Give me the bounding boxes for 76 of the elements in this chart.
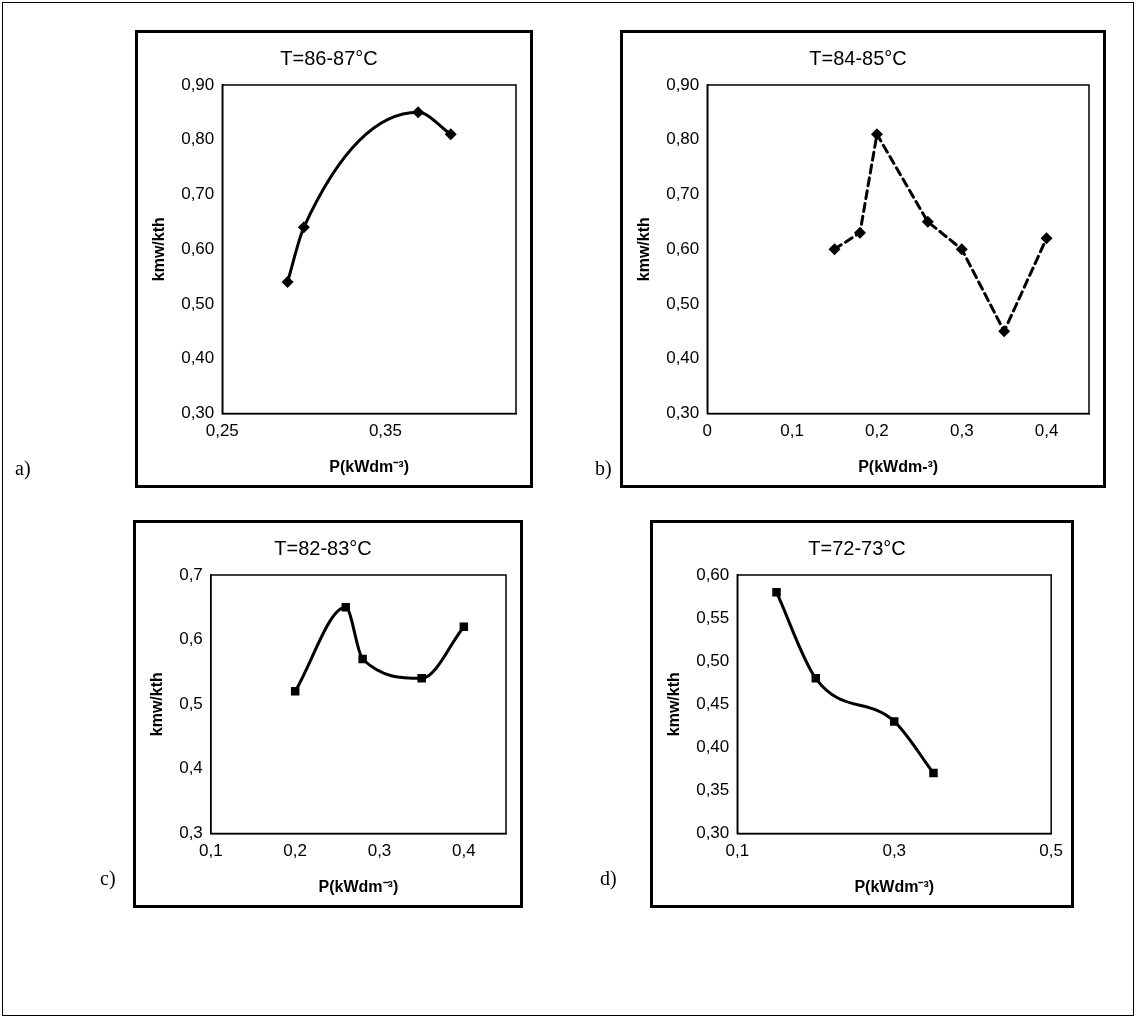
y-axis-title: kmw/kth [665, 672, 683, 737]
point [417, 674, 426, 683]
text: c) [100, 867, 116, 890]
point [772, 587, 781, 597]
text: b) [595, 457, 612, 480]
point [1040, 232, 1053, 245]
point [412, 106, 425, 119]
x-tick-label: 0,1 [725, 841, 750, 861]
point [358, 654, 367, 664]
chart-title: T=86-87°C [280, 46, 378, 69]
y-tick-label: 0,70 [666, 184, 700, 204]
y-tick-label: 0,80 [666, 129, 700, 149]
y-tick-label: 0,40 [181, 348, 215, 368]
y-tick-label: 0,50 [666, 293, 700, 313]
y-axis-title: kmw/kth [150, 217, 168, 282]
y-axis-title: kmw/kth [635, 217, 653, 282]
x-tick-label: 0,4 [452, 841, 476, 861]
point [811, 674, 820, 683]
y-tick-label: 0,40 [696, 736, 730, 756]
x-axis-title: P(kWdm⁻³) [329, 457, 409, 475]
x-tick-label: 0,1 [780, 421, 804, 441]
point [290, 687, 300, 696]
y-tick-label: 0,60 [696, 564, 730, 584]
x-tick-label: 0,2 [865, 421, 889, 441]
y-tick-label: 0,6 [179, 629, 203, 649]
point [955, 243, 968, 256]
y-tick-label: 0,35 [696, 780, 730, 800]
y-tick-label: 0,90 [666, 74, 700, 94]
y-tick-label: 0,30 [666, 403, 700, 423]
x-tick-label: 0,35 [368, 421, 403, 441]
point [828, 243, 841, 256]
y-tick-label: 0,90 [181, 74, 215, 94]
y-tick-label: 0,3 [179, 823, 203, 843]
point [921, 215, 934, 228]
point [341, 603, 351, 612]
y-tick-label: 0,55 [696, 607, 730, 627]
y-tick-label: 0,40 [666, 348, 700, 368]
x-axis-title: P(kWdm-³) [858, 457, 939, 475]
x-tick-label: 0 [702, 421, 713, 441]
x-tick-label: 0,3 [367, 841, 392, 861]
point [297, 221, 310, 234]
chart-title: T=82-83°C [274, 536, 372, 559]
x-tick-label: 0,3 [949, 421, 974, 441]
x-tick-label: 0,2 [283, 841, 307, 861]
point [889, 717, 899, 726]
y-tick-label: 0,50 [181, 293, 215, 313]
x-axis-title: P(kWdm⁻³) [854, 877, 935, 895]
y-tick-label: 0,60 [181, 238, 215, 258]
point [444, 128, 457, 141]
y-tick-label: 0,7 [179, 564, 203, 584]
point [998, 325, 1011, 338]
x-tick-label: 0,5 [1039, 841, 1063, 861]
x-tick-label: 0,1 [199, 841, 223, 861]
y-tick-label: 0,70 [181, 184, 215, 204]
y-tick-label: 0,5 [179, 693, 203, 713]
point [929, 768, 938, 778]
text: d) [600, 867, 617, 890]
point [853, 226, 866, 239]
y-axis-title: kmw/kth [148, 672, 166, 737]
y-tick-label: 0,60 [666, 238, 700, 258]
x-tick-label: 0,25 [205, 421, 239, 441]
x-tick-label: 0,4 [1034, 421, 1059, 441]
y-tick-label: 0,80 [181, 129, 215, 149]
point [281, 276, 294, 289]
x-tick-label: 0,3 [882, 841, 907, 861]
y-tick-label: 0,30 [696, 823, 730, 843]
chart-title: T=72-73°C [808, 536, 906, 559]
point [870, 128, 883, 141]
point [459, 622, 469, 631]
y-tick-label: 0,30 [181, 403, 215, 423]
x-axis-title: P(kWdm⁻³) [318, 877, 399, 895]
y-tick-label: 0,45 [696, 693, 730, 713]
y-tick-label: 0,4 [179, 758, 203, 778]
text: a) [15, 457, 31, 480]
y-tick-label: 0,50 [696, 650, 730, 670]
chart-title: T=84-85°C [809, 46, 907, 69]
